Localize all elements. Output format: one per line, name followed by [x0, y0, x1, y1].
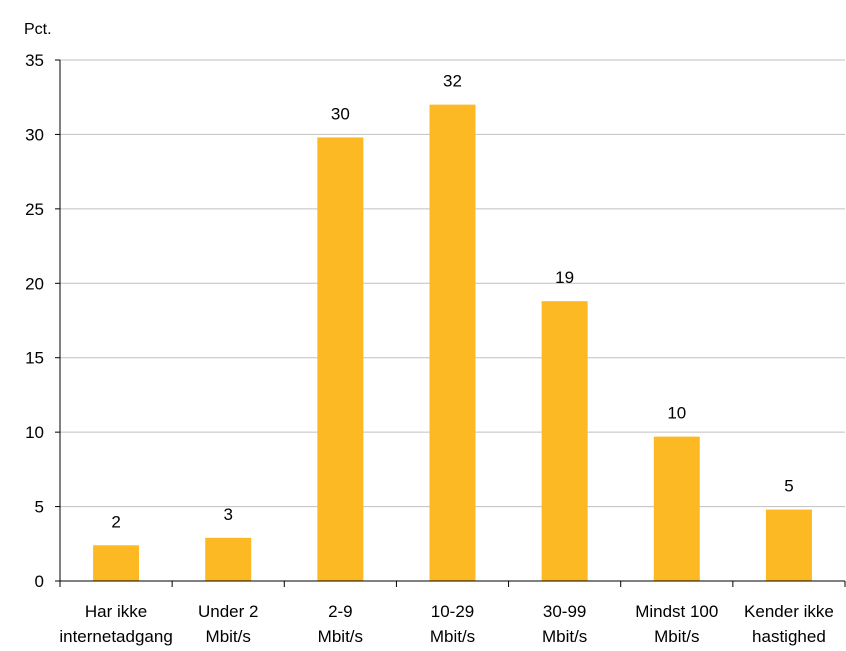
bar-2 [317, 137, 364, 582]
data-label-0: 2 [111, 512, 120, 531]
bar-5 [653, 436, 700, 581]
category-label-1-line-0: Under 2 [198, 602, 258, 621]
category-label-6-line-0: Kender ikke [744, 602, 834, 621]
y-tick-label-30: 30 [25, 125, 44, 144]
data-label-3: 32 [443, 72, 462, 91]
y-tick-label-25: 25 [25, 200, 44, 219]
bar-6 [765, 509, 812, 581]
bar-1 [205, 537, 252, 581]
category-label-5-line-1: Mbit/s [654, 627, 699, 646]
y-tick-label-0: 0 [35, 572, 44, 591]
axes [55, 59, 846, 587]
category-label-6-line-1: hastighed [752, 627, 826, 646]
y-unit-label: Pct. [24, 21, 52, 38]
category-label-0-line-0: Har ikke [85, 602, 147, 621]
data-label-6: 5 [784, 477, 793, 496]
y-tick-label-10: 10 [25, 423, 44, 442]
data-label-2: 30 [331, 104, 350, 123]
y-tick-label-5: 5 [35, 498, 44, 517]
data-label-4: 19 [555, 268, 574, 287]
y-tick-labels: 0 5 10 15 20 25 30 35 [25, 51, 44, 591]
category-label-5-line-0: Mindst 100 [635, 602, 718, 621]
category-label-4-line-1: Mbit/s [542, 627, 587, 646]
category-label-3-line-1: Mbit/s [430, 627, 475, 646]
category-label-2-line-1: Mbit/s [318, 627, 363, 646]
category-label-4-line-0: 30-99 [543, 602, 586, 621]
x-category-labels: Har ikke internetadgang Under 2 Mbit/s 2-9 Mb… [59, 602, 833, 646]
data-labels: 2 3 30 32 19 10 5 [111, 72, 793, 532]
category-label-0-line-1: internetadgang [59, 627, 172, 646]
bar-4 [541, 301, 588, 581]
y-tick-label-35: 35 [25, 51, 44, 70]
data-label-1: 3 [223, 505, 232, 524]
category-label-2-line-0: 2-9 [328, 602, 353, 621]
category-label-1-line-1: Mbit/s [206, 627, 251, 646]
bars [93, 104, 812, 582]
category-label-3-line-0: 10-29 [431, 602, 474, 621]
bar-3 [429, 104, 476, 582]
data-label-5: 10 [667, 404, 686, 423]
y-tick-label-20: 20 [25, 274, 44, 293]
bar-0 [93, 545, 140, 581]
y-tick-label-15: 15 [25, 349, 44, 368]
